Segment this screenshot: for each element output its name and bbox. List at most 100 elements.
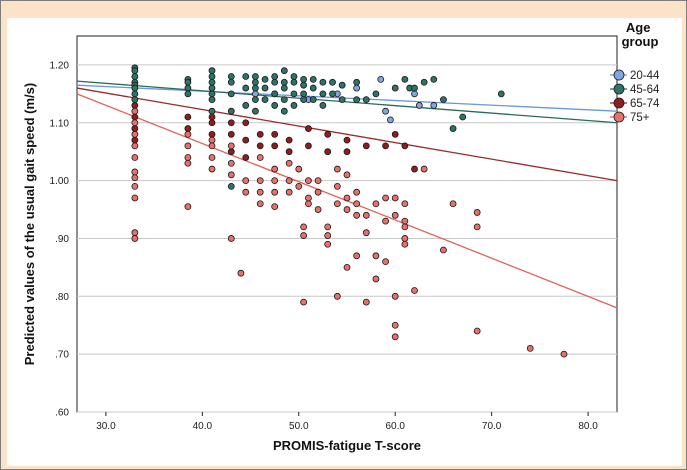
data-point <box>242 73 250 80</box>
x-axis-title: PROMIS-fatigue T-score <box>273 438 421 453</box>
data-point <box>184 159 192 167</box>
data-point <box>305 177 312 185</box>
data-point <box>343 148 351 156</box>
y-tick-label: 1.20 <box>50 60 70 71</box>
data-point <box>131 125 139 132</box>
data-point <box>184 154 192 161</box>
data-point <box>131 229 139 237</box>
data-point <box>372 252 380 260</box>
data-point <box>362 211 370 219</box>
data-point <box>271 188 279 196</box>
data-point <box>290 73 298 80</box>
data-point <box>473 209 481 216</box>
data-point <box>227 73 235 80</box>
data-point <box>324 223 332 231</box>
data-point <box>285 148 293 156</box>
y-tick-label: .70 <box>55 350 69 361</box>
data-point <box>256 142 264 150</box>
fit-line-20-44 <box>76 84 618 112</box>
data-point <box>449 200 457 208</box>
data-point <box>391 333 399 341</box>
data-point <box>131 119 139 127</box>
data-point <box>440 246 447 254</box>
data-point <box>386 116 394 124</box>
data-point <box>401 223 409 231</box>
data-point <box>208 113 216 121</box>
data-point <box>362 229 370 237</box>
legend-marker <box>613 111 625 123</box>
data-point <box>208 107 216 115</box>
data-point <box>362 142 370 150</box>
data-point <box>353 78 361 86</box>
data-point <box>271 90 279 98</box>
data-point <box>131 235 139 242</box>
data-point <box>382 217 389 225</box>
x-tick-label: 30.0 <box>96 421 116 432</box>
fit-line-45-64 <box>76 80 618 124</box>
data-point <box>391 130 399 138</box>
legend-title-line-2: group <box>622 34 659 49</box>
data-point <box>131 130 139 138</box>
data-point <box>256 200 264 208</box>
data-point <box>242 188 250 196</box>
series-75+ <box>131 107 568 358</box>
data-point <box>251 96 259 104</box>
data-point <box>131 84 139 92</box>
data-point <box>333 292 341 300</box>
data-point <box>497 90 505 98</box>
data-point <box>420 165 428 173</box>
data-point <box>237 269 245 277</box>
data-point <box>131 182 139 190</box>
data-point <box>377 75 385 83</box>
data-point <box>184 125 192 132</box>
legend-items: 20-44 45-64 65-74 75+ <box>610 69 660 124</box>
data-point <box>333 200 341 208</box>
legend: Age group 20-44 45-64 65-74 75+ <box>610 20 660 124</box>
data-point <box>227 159 235 167</box>
data-point <box>271 177 279 185</box>
data-point <box>184 142 192 150</box>
data-point <box>333 182 341 190</box>
data-point <box>343 194 351 202</box>
data-point <box>131 102 139 109</box>
data-point <box>391 292 399 300</box>
data-point <box>314 177 322 185</box>
data-point <box>362 96 370 104</box>
y-axis-title: Predicted values of the usual gait speed… <box>22 83 37 365</box>
data-point <box>131 96 139 104</box>
data-point <box>314 206 322 213</box>
data-point <box>362 298 370 306</box>
data-point <box>227 78 235 86</box>
data-point <box>411 90 418 98</box>
data-point <box>353 96 361 104</box>
data-point <box>242 136 250 144</box>
data-point <box>208 136 216 144</box>
data-point <box>184 130 192 138</box>
data-point <box>208 84 216 92</box>
y-tick-label: .60 <box>55 408 69 419</box>
data-point <box>300 232 308 239</box>
data-point <box>324 130 332 138</box>
legend-marker <box>613 69 625 81</box>
data-point <box>208 67 216 75</box>
data-point <box>411 84 418 92</box>
data-point <box>290 90 298 98</box>
data-point <box>343 263 351 271</box>
data-point <box>401 235 409 242</box>
data-point <box>227 119 235 127</box>
data-point <box>382 107 389 115</box>
data-point <box>184 90 192 98</box>
legend-label: 45-64 <box>630 84 660 96</box>
data-point <box>372 275 380 283</box>
data-point <box>353 84 361 92</box>
data-point <box>391 211 399 219</box>
data-point <box>131 113 139 121</box>
y-tick-label: .90 <box>55 234 69 245</box>
data-point <box>256 130 264 138</box>
data-point <box>420 78 428 86</box>
plot-panel: .60 .70 .80 .90 1.00 1.10 1.20 30.0 40.0 50.0 60.0… <box>7 18 682 466</box>
data-point <box>261 96 269 104</box>
data-point <box>382 194 389 202</box>
plot-area <box>76 35 618 413</box>
